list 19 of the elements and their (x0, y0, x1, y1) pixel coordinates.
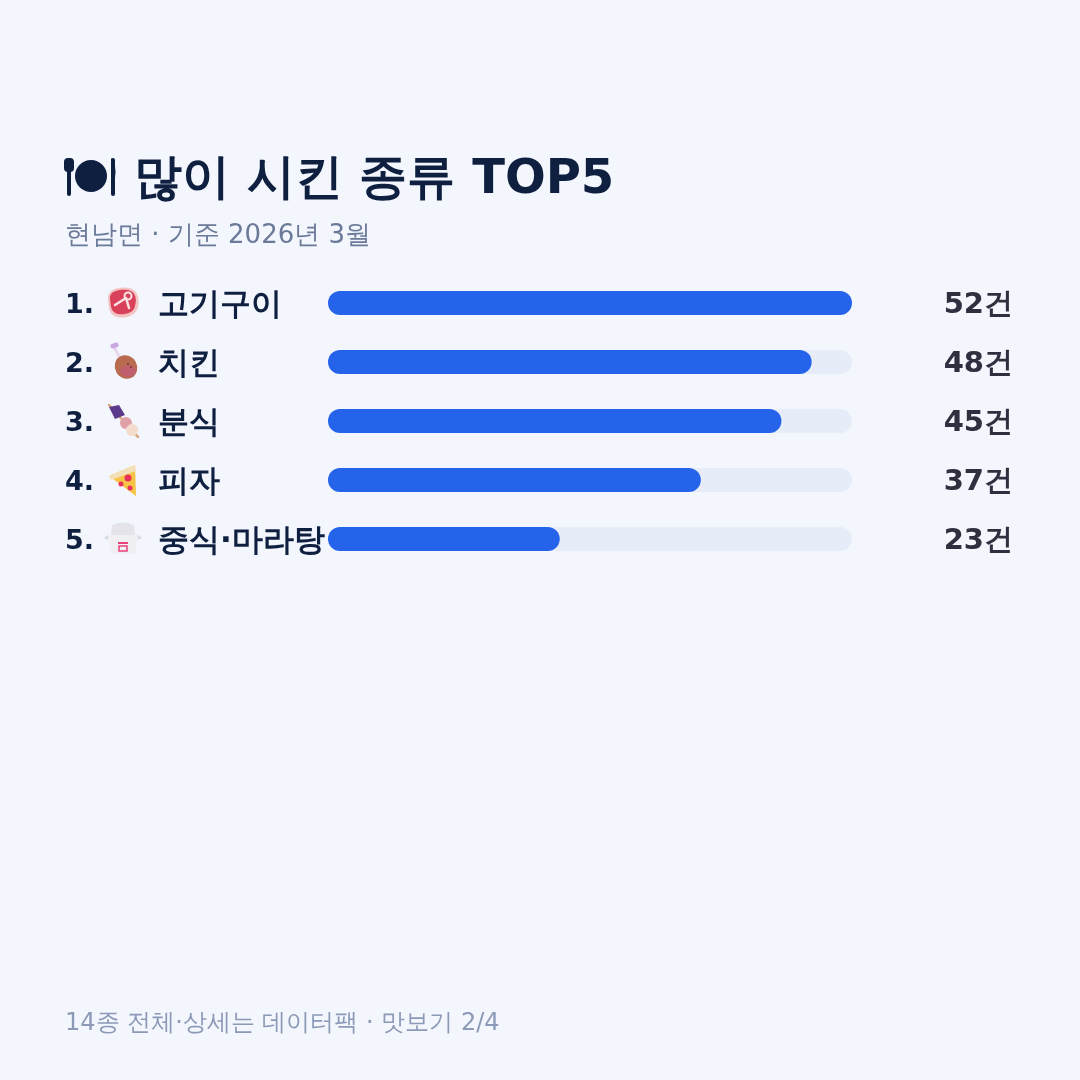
text: 4. (65, 464, 95, 496)
y-tick-label: 피자 (158, 462, 220, 499)
data-label: 52건 (943, 286, 1013, 321)
text: 14종 전체·상세는 데이터팩 · 맛보기 2/4 (65, 1008, 500, 1036)
data-label: 37건 (943, 463, 1013, 498)
chart-title: 많이 시킨 종류 TOP5 (134, 148, 615, 204)
y-tick-label: 고기구이 (158, 285, 282, 322)
text: 5. (65, 523, 95, 555)
data-label: 45건 (943, 404, 1013, 439)
y-tick-label: 분식 (158, 403, 220, 440)
y-tick-label: 중식·마라탕 (158, 521, 325, 558)
text: 2. (65, 346, 95, 378)
data-label: 48건 (943, 345, 1013, 380)
text: 1. (65, 287, 95, 319)
y-tick-label: 치킨 (158, 344, 220, 381)
text: 3. (65, 405, 95, 437)
chart-subtitle: 현남면 · 기준 2026년 3월 (65, 219, 372, 249)
bar (328, 291, 852, 315)
data-label: 23건 (943, 522, 1013, 557)
